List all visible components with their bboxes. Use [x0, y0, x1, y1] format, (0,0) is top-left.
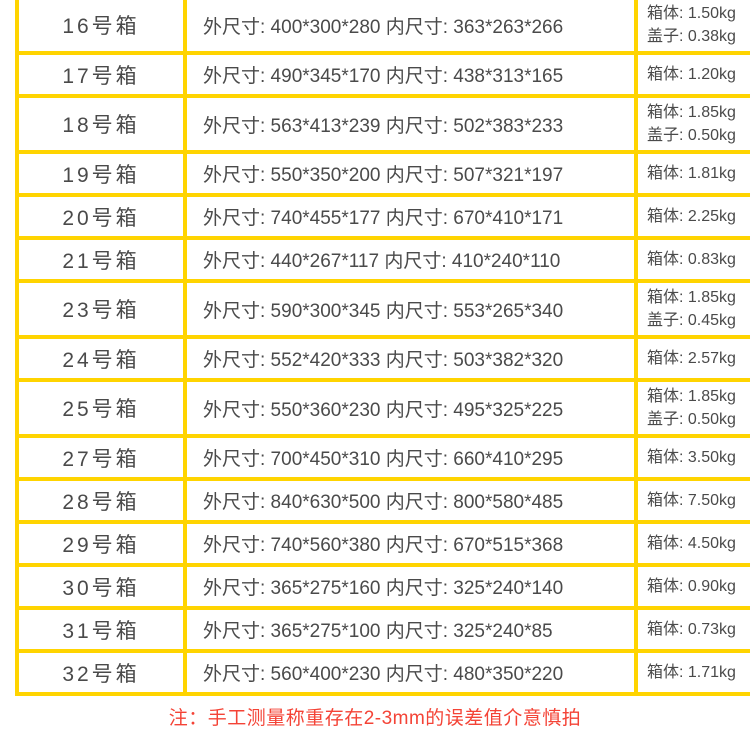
- weight-line: 箱体: 1.85kg: [647, 388, 736, 405]
- table-row: 23号箱 外尺寸: 590*300*345 内尺寸: 553*265*340 箱…: [15, 279, 750, 339]
- weight-line: 箱体: 0.73kg: [647, 621, 736, 638]
- box-number-cell: 24号箱: [15, 335, 187, 382]
- weight-cell: 箱体: 3.50kg: [634, 434, 750, 481]
- table-row: 32号箱 外尺寸: 560*400*230 内尺寸: 480*350*220 箱…: [15, 649, 750, 696]
- table-row: 24号箱 外尺寸: 552*420*333 内尺寸: 503*382*320 箱…: [15, 335, 750, 382]
- table-row: 21号箱 外尺寸: 440*267*117 内尺寸: 410*240*110 箱…: [15, 236, 750, 283]
- table-row: 31号箱 外尺寸: 365*275*100 内尺寸: 325*240*85 箱体…: [15, 606, 750, 653]
- weight-line: 盖子: 0.50kg: [647, 127, 736, 144]
- weight-cell: 箱体: 2.57kg: [634, 335, 750, 382]
- table-row: 29号箱 外尺寸: 740*560*380 内尺寸: 670*515*368 箱…: [15, 520, 750, 567]
- weight-cell: 箱体: 4.50kg: [634, 520, 750, 567]
- weight-cell: 箱体: 1.50kg 盖子: 0.38kg: [634, 0, 750, 55]
- weight-line: 箱体: 1.81kg: [647, 165, 736, 182]
- dimensions-cell: 外尺寸: 400*300*280 内尺寸: 363*263*266: [183, 0, 638, 55]
- table-row: 27号箱 外尺寸: 700*450*310 内尺寸: 660*410*295 箱…: [15, 434, 750, 481]
- weight-line: 箱体: 0.83kg: [647, 251, 736, 268]
- box-number-cell: 29号箱: [15, 520, 187, 567]
- weight-line: 箱体: 0.90kg: [647, 578, 736, 595]
- box-number-cell: 28号箱: [15, 477, 187, 524]
- dimensions-cell: 外尺寸: 365*275*100 内尺寸: 325*240*85: [183, 606, 638, 653]
- box-number-cell: 30号箱: [15, 563, 187, 610]
- weight-line: 箱体: 1.50kg: [647, 5, 736, 22]
- dimensions-cell: 外尺寸: 700*450*310 内尺寸: 660*410*295: [183, 434, 638, 481]
- box-size-table: 16号箱 外尺寸: 400*300*280 内尺寸: 363*263*266 箱…: [15, 0, 750, 696]
- weight-cell: 箱体: 1.81kg: [634, 150, 750, 197]
- box-number-cell: 20号箱: [15, 193, 187, 240]
- dimensions-cell: 外尺寸: 550*350*200 内尺寸: 507*321*197: [183, 150, 638, 197]
- box-number-cell: 17号箱: [15, 51, 187, 98]
- weight-line: 箱体: 1.71kg: [647, 664, 736, 681]
- weight-cell: 箱体: 0.83kg: [634, 236, 750, 283]
- box-number-cell: 16号箱: [15, 0, 187, 55]
- weight-line: 盖子: 0.45kg: [647, 312, 736, 329]
- measurement-disclaimer-note: 注：手工测量称重存在2-3mm的误差值介意慎拍: [168, 708, 582, 729]
- table-row: 30号箱 外尺寸: 365*275*160 内尺寸: 325*240*140 箱…: [15, 563, 750, 610]
- table-row: 18号箱 外尺寸: 563*413*239 内尺寸: 502*383*233 箱…: [15, 94, 750, 154]
- weight-cell: 箱体: 1.85kg 盖子: 0.50kg: [634, 378, 750, 438]
- box-number-cell: 18号箱: [15, 94, 187, 154]
- dimensions-cell: 外尺寸: 440*267*117 内尺寸: 410*240*110: [183, 236, 638, 283]
- weight-cell: 箱体: 1.71kg: [634, 649, 750, 696]
- box-number-cell: 32号箱: [15, 649, 187, 696]
- box-number-cell: 19号箱: [15, 150, 187, 197]
- weight-line: 箱体: 1.20kg: [647, 66, 736, 83]
- dimensions-cell: 外尺寸: 590*300*345 内尺寸: 553*265*340: [183, 279, 638, 339]
- dimensions-cell: 外尺寸: 740*560*380 内尺寸: 670*515*368: [183, 520, 638, 567]
- dimensions-cell: 外尺寸: 552*420*333 内尺寸: 503*382*320: [183, 335, 638, 382]
- weight-line: 盖子: 0.50kg: [647, 411, 736, 428]
- weight-line: 箱体: 2.25kg: [647, 208, 736, 225]
- weight-line: 箱体: 7.50kg: [647, 492, 736, 509]
- weight-line: 箱体: 3.50kg: [647, 449, 736, 466]
- weight-cell: 箱体: 1.20kg: [634, 51, 750, 98]
- dimensions-cell: 外尺寸: 563*413*239 内尺寸: 502*383*233: [183, 94, 638, 154]
- box-number-cell: 21号箱: [15, 236, 187, 283]
- dimensions-cell: 外尺寸: 365*275*160 内尺寸: 325*240*140: [183, 563, 638, 610]
- box-number-cell: 23号箱: [15, 279, 187, 339]
- weight-cell: 箱体: 0.73kg: [634, 606, 750, 653]
- dimensions-cell: 外尺寸: 840*630*500 内尺寸: 800*580*485: [183, 477, 638, 524]
- box-number-cell: 31号箱: [15, 606, 187, 653]
- box-number-cell: 25号箱: [15, 378, 187, 438]
- weight-cell: 箱体: 1.85kg 盖子: 0.50kg: [634, 94, 750, 154]
- weight-line: 盖子: 0.38kg: [647, 28, 736, 45]
- weight-cell: 箱体: 7.50kg: [634, 477, 750, 524]
- weight-line: 箱体: 2.57kg: [647, 350, 736, 367]
- table-row: 28号箱 外尺寸: 840*630*500 内尺寸: 800*580*485 箱…: [15, 477, 750, 524]
- weight-cell: 箱体: 1.85kg 盖子: 0.45kg: [634, 279, 750, 339]
- table-row: 25号箱 外尺寸: 550*360*230 内尺寸: 495*325*225 箱…: [15, 378, 750, 438]
- table-row: 17号箱 外尺寸: 490*345*170 内尺寸: 438*313*165 箱…: [15, 51, 750, 98]
- weight-line: 箱体: 1.85kg: [647, 104, 736, 121]
- dimensions-cell: 外尺寸: 490*345*170 内尺寸: 438*313*165: [183, 51, 638, 98]
- weight-line: 箱体: 1.85kg: [647, 289, 736, 306]
- dimensions-cell: 外尺寸: 550*360*230 内尺寸: 495*325*225: [183, 378, 638, 438]
- weight-line: 箱体: 4.50kg: [647, 535, 736, 552]
- dimensions-cell: 外尺寸: 740*455*177 内尺寸: 670*410*171: [183, 193, 638, 240]
- dimensions-cell: 外尺寸: 560*400*230 内尺寸: 480*350*220: [183, 649, 638, 696]
- table-row: 19号箱 外尺寸: 550*350*200 内尺寸: 507*321*197 箱…: [15, 150, 750, 197]
- weight-cell: 箱体: 2.25kg: [634, 193, 750, 240]
- box-number-cell: 27号箱: [15, 434, 187, 481]
- table-row: 20号箱 外尺寸: 740*455*177 内尺寸: 670*410*171 箱…: [15, 193, 750, 240]
- table-row: 16号箱 外尺寸: 400*300*280 内尺寸: 363*263*266 箱…: [15, 0, 750, 55]
- weight-cell: 箱体: 0.90kg: [634, 563, 750, 610]
